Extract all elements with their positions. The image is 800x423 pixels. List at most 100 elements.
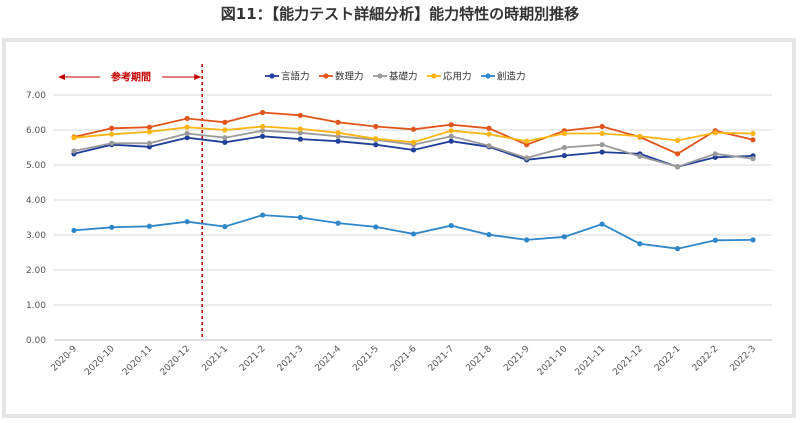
data-point	[109, 131, 115, 137]
y-tick-label: 7.00	[26, 91, 46, 101]
data-point	[260, 212, 266, 218]
data-point	[373, 123, 379, 130]
legend-label: 数理力	[335, 71, 364, 83]
x-tick-label: 2021-11	[574, 344, 608, 378]
data-point	[297, 126, 303, 132]
data-point	[410, 126, 417, 132]
reference-arrowhead-left	[58, 74, 65, 80]
data-point	[297, 136, 303, 142]
data-point	[486, 143, 492, 149]
x-tick-label: 2022-2	[691, 344, 721, 374]
data-point	[561, 130, 567, 137]
data-point	[146, 124, 153, 130]
data-point	[222, 135, 228, 141]
data-point	[373, 142, 379, 148]
data-point	[599, 123, 605, 130]
data-point	[712, 237, 718, 243]
reference-arrowhead-right	[194, 74, 202, 80]
chart-frame	[2, 38, 796, 418]
data-point	[260, 123, 266, 130]
y-tick-label: 6.00	[26, 126, 46, 136]
y-tick-label: 1.00	[26, 301, 46, 311]
reference-label: 参考期間	[111, 71, 151, 84]
data-point	[486, 125, 492, 131]
data-point	[448, 138, 454, 144]
x-tick-label: 2021-7	[427, 344, 457, 374]
x-tick-label: 2021-8	[464, 344, 494, 374]
x-tick-label: 2021-6	[389, 344, 419, 374]
x-tick-label: 2021-5	[351, 344, 381, 374]
data-point	[448, 128, 454, 134]
legend-label: 基礎力	[389, 71, 418, 83]
page-title: 図11：【能力テスト詳細分析】能力特性の時期別推移	[220, 5, 580, 23]
x-tick-label: 2021-9	[502, 344, 532, 374]
data-point	[674, 164, 681, 170]
data-point	[448, 133, 454, 139]
legend-swatch-marker	[377, 73, 383, 79]
data-point	[410, 231, 417, 237]
x-tick-label: 2020-10	[83, 344, 117, 378]
x-tick-label: 2022-1	[653, 344, 683, 374]
data-point	[71, 135, 77, 141]
x-tick-label: 2020-11	[121, 344, 155, 378]
data-point	[561, 234, 567, 240]
data-point	[524, 155, 530, 161]
data-point	[260, 109, 266, 116]
data-point	[674, 151, 681, 157]
legend-swatch-marker	[485, 73, 491, 79]
data-point	[146, 223, 153, 229]
data-point	[146, 140, 153, 146]
y-tick-label: 2.00	[26, 266, 46, 276]
legend-label: 創造力	[497, 71, 526, 83]
legend-label: 応用力	[443, 71, 472, 83]
data-point	[448, 122, 454, 128]
legend-label: 言語力	[281, 71, 310, 83]
legend-swatch-marker	[269, 73, 275, 79]
data-point	[712, 151, 718, 157]
data-point	[109, 140, 115, 146]
data-point	[486, 131, 492, 137]
x-tick-label: 2022-3	[729, 344, 759, 374]
data-point	[448, 222, 454, 229]
x-tick-label: 2021-12	[611, 344, 645, 378]
x-tick-label: 2021-3	[276, 344, 306, 374]
data-point	[373, 224, 379, 230]
data-point	[222, 224, 228, 230]
data-point	[222, 139, 228, 145]
data-point	[184, 124, 190, 130]
legend-swatch-marker	[323, 73, 329, 79]
data-point	[637, 133, 643, 139]
x-tick-label: 2021-2	[238, 344, 268, 374]
data-point	[184, 130, 190, 137]
data-point	[184, 135, 190, 141]
data-point	[297, 112, 303, 118]
data-point	[599, 221, 605, 227]
data-point	[750, 237, 756, 243]
data-point	[335, 138, 341, 144]
data-point	[71, 227, 77, 234]
data-point	[599, 149, 605, 155]
y-tick-label: 3.00	[26, 231, 46, 241]
y-tick-label: 4.00	[26, 196, 46, 206]
data-point	[750, 137, 756, 143]
data-point	[184, 219, 190, 225]
data-point	[109, 224, 115, 230]
x-tick-label: 2020-12	[159, 344, 193, 378]
data-point	[599, 142, 605, 148]
data-point	[71, 148, 77, 154]
data-point	[109, 125, 115, 131]
data-point	[561, 144, 567, 151]
data-point	[222, 119, 228, 125]
data-point	[486, 232, 492, 238]
data-point	[410, 139, 417, 145]
data-point	[750, 156, 756, 162]
data-point	[260, 128, 266, 134]
legend-swatch-marker	[431, 73, 437, 79]
x-tick-label: 2021-10	[536, 344, 570, 378]
data-point	[674, 246, 681, 252]
x-tick-label: 2021-4	[314, 344, 344, 374]
data-point	[524, 237, 530, 243]
data-point	[674, 137, 681, 144]
data-point	[750, 130, 756, 137]
